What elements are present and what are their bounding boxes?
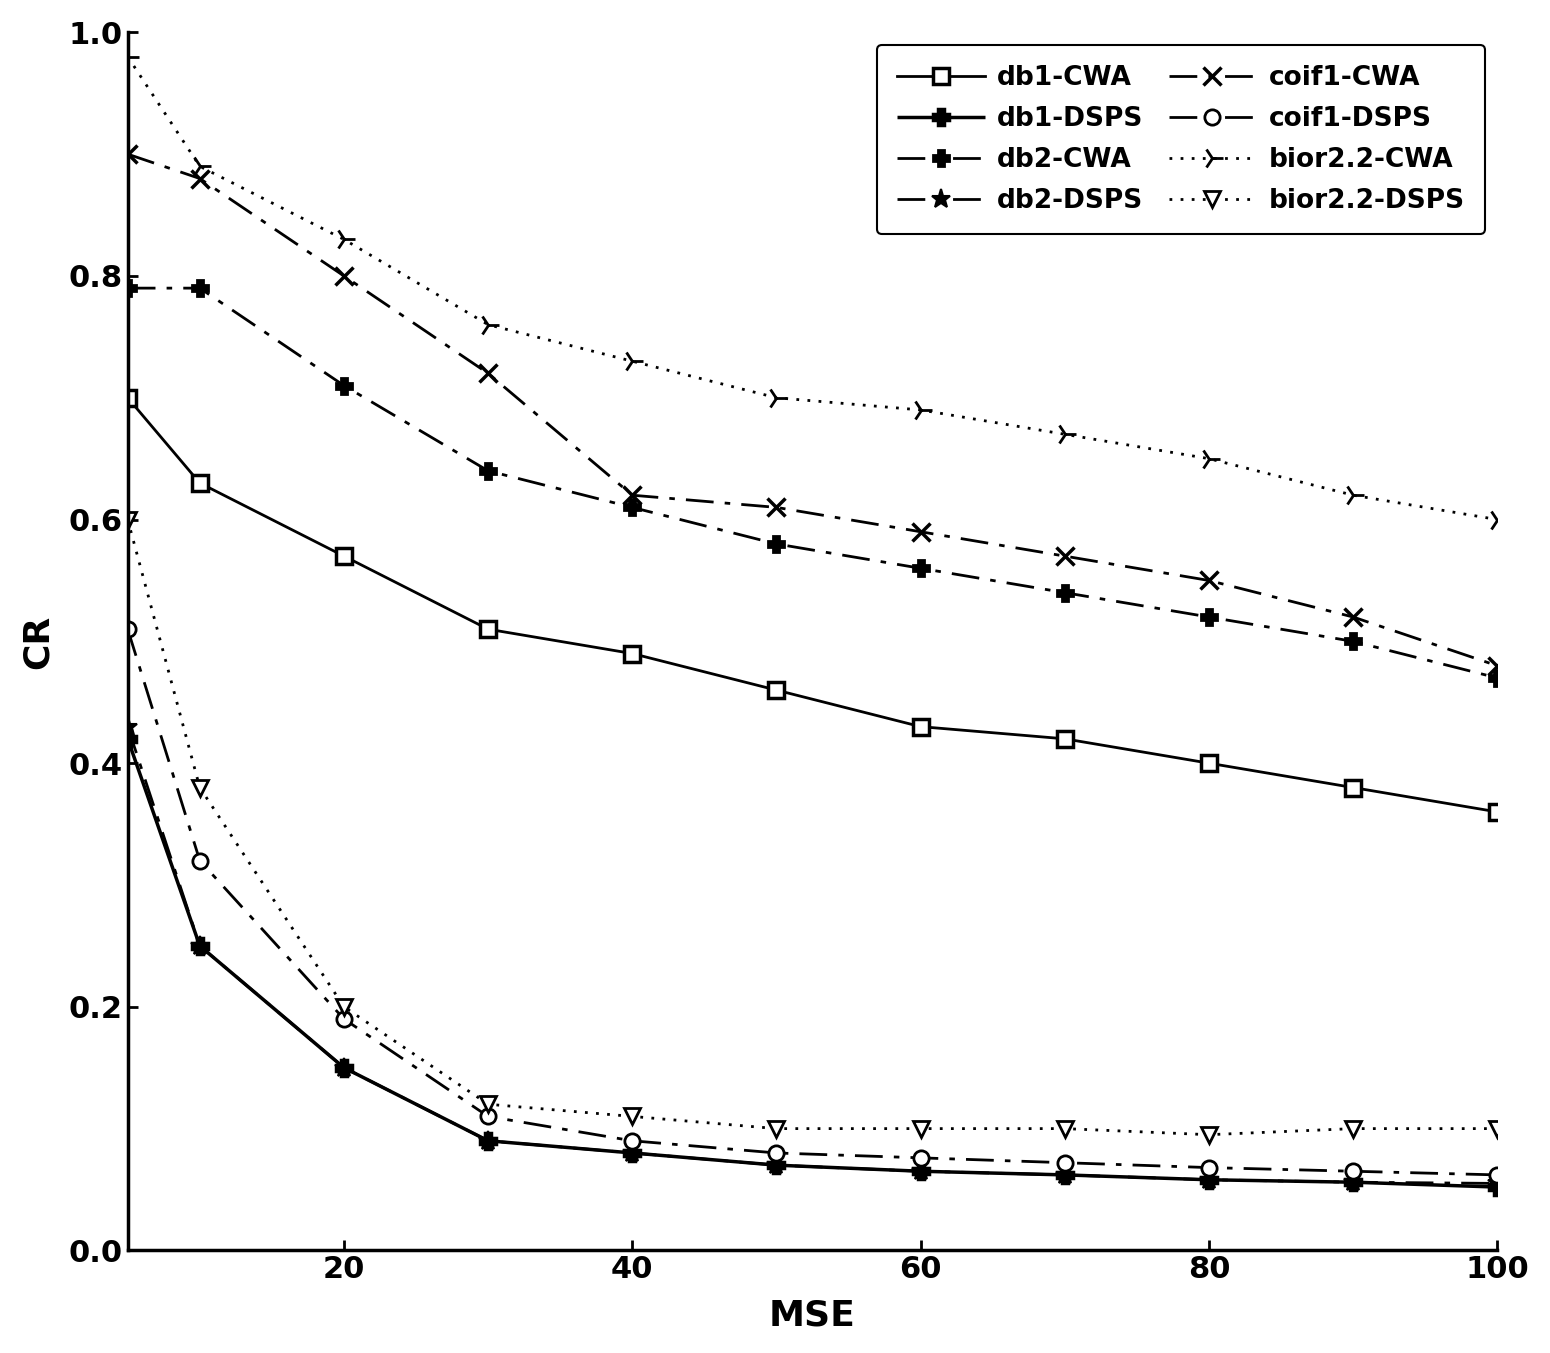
X-axis label: MSE: MSE [769,1298,856,1333]
Legend: db1-CWA, db1-DSPS, db2-CWA, db2-DSPS, coif1-CWA, coif1-DSPS, bior2.2-CWA, bior2.: db1-CWA, db1-DSPS, db2-CWA, db2-DSPS, co… [877,45,1485,234]
Y-axis label: CR: CR [20,614,54,668]
